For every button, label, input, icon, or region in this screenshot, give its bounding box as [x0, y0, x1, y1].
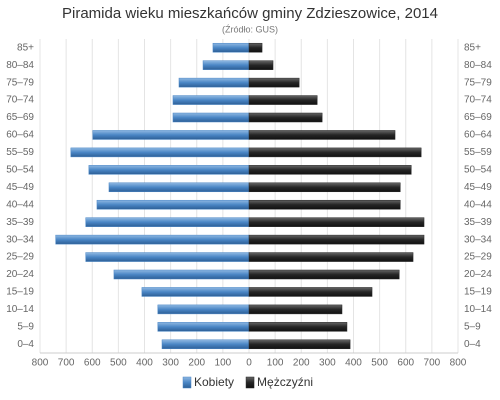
y-tick-label: 55–59	[464, 147, 492, 158]
y-tick-label: 75–79	[464, 77, 492, 88]
y-tick-label: 20–24	[6, 269, 34, 280]
bar	[248, 304, 343, 315]
bar	[96, 199, 250, 210]
x-tick-label: 0	[246, 358, 252, 369]
bar	[248, 42, 263, 53]
y-tick-label: 65–69	[464, 112, 492, 123]
bar	[85, 252, 250, 262]
chart-subtitle: (Źródło: GUS)	[222, 24, 278, 34]
bar	[70, 147, 250, 158]
x-tick-label: 600	[397, 358, 414, 369]
chart-title: Piramida wieku mieszkańców gminy Zdziesz…	[62, 5, 438, 22]
y-tick-label: 10–14	[464, 304, 492, 315]
bar	[248, 339, 351, 350]
bar	[172, 112, 250, 123]
y-tick-label: 55–59	[6, 147, 34, 158]
x-tick-label: 200	[188, 358, 205, 369]
bar	[141, 287, 250, 297]
bar	[248, 252, 414, 262]
y-tick-label: 65–69	[6, 112, 34, 123]
bar	[88, 165, 250, 175]
x-tick-label: 300	[162, 358, 179, 369]
y-tick-label: 5–9	[464, 321, 481, 332]
y-tick-label: 50–54	[6, 164, 34, 175]
y-tick-label: 35–39	[464, 217, 492, 228]
y-tick-label: 15–19	[6, 287, 34, 298]
x-tick-label: 600	[84, 358, 101, 369]
y-tick-label: 0–4	[17, 339, 34, 350]
x-tick-label: 400	[136, 358, 153, 369]
x-tick-label: 400	[345, 358, 362, 369]
x-tick-label: 100	[215, 358, 232, 369]
y-tick-label: 40–44	[464, 199, 492, 210]
y-tick-label: 60–64	[6, 130, 34, 141]
bar	[55, 234, 250, 245]
x-tick-label: 500	[371, 358, 388, 369]
y-tick-label: 30–34	[6, 234, 34, 245]
bar	[248, 60, 274, 70]
y-tick-label: 50–54	[464, 164, 492, 175]
legend-swatch	[245, 376, 255, 389]
bar	[157, 304, 250, 315]
x-tick-label: 300	[319, 358, 336, 369]
bar	[108, 182, 250, 193]
bar	[248, 147, 422, 158]
y-tick-label: 35–39	[6, 217, 34, 228]
y-tick-label: 15–19	[464, 287, 492, 298]
bar	[157, 322, 250, 332]
y-tick-label: 70–74	[464, 95, 492, 106]
bar	[202, 60, 250, 70]
x-tick-label: 700	[58, 358, 75, 369]
x-tick-label: 800	[450, 358, 467, 369]
y-tick-label: 0–4	[464, 339, 481, 350]
x-tick-label: 100	[267, 358, 284, 369]
y-tick-label: 85+	[17, 42, 34, 53]
y-tick-label: 25–29	[6, 252, 34, 263]
bar	[248, 322, 348, 332]
y-tick-label: 70–74	[6, 95, 34, 106]
bar	[248, 269, 400, 280]
legend-label: Mężczyźni	[257, 375, 313, 389]
bar	[178, 77, 250, 88]
y-tick-label: 20–24	[464, 269, 492, 280]
x-tick-label: 200	[293, 358, 310, 369]
y-tick-label: 10–14	[6, 304, 34, 315]
bar	[248, 287, 373, 297]
legend-swatch	[182, 376, 192, 389]
bar	[248, 130, 396, 140]
y-tick-label: 85+	[464, 42, 481, 53]
y-tick-label: 5–9	[17, 321, 34, 332]
bar	[85, 217, 250, 227]
bar	[248, 95, 318, 105]
bar	[248, 199, 401, 210]
bar	[248, 182, 401, 193]
bar	[248, 165, 412, 175]
x-tick-label: 500	[110, 358, 127, 369]
bar	[212, 42, 250, 53]
bar	[248, 77, 300, 88]
bar	[248, 112, 323, 123]
y-tick-label: 45–49	[464, 182, 492, 193]
bar	[113, 269, 250, 280]
x-tick-label: 800	[32, 358, 49, 369]
y-tick-label: 75–79	[6, 77, 34, 88]
y-tick-label: 40–44	[6, 199, 34, 210]
y-tick-label: 25–29	[464, 252, 492, 263]
y-tick-label: 80–84	[6, 60, 34, 71]
y-tick-label: 30–34	[464, 234, 492, 245]
bar	[92, 130, 250, 140]
x-tick-label: 700	[424, 358, 441, 369]
bar	[161, 339, 250, 350]
legend-label: Kobiety	[194, 375, 234, 389]
y-tick-label: 45–49	[6, 182, 34, 193]
y-tick-label: 80–84	[464, 60, 492, 71]
bar	[172, 95, 250, 105]
bar	[248, 234, 425, 245]
y-tick-label: 60–64	[464, 130, 492, 141]
bar	[248, 217, 425, 227]
